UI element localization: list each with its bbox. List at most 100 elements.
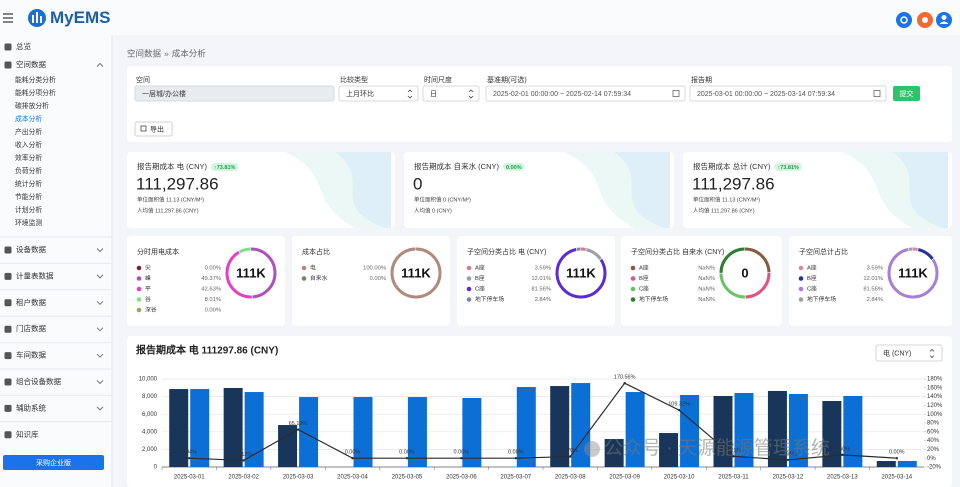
donut-card (292, 236, 450, 326)
submenu-item[interactable]: 效率分析 (15, 153, 42, 162)
legend-value: NaN% (698, 276, 715, 282)
bar (190, 389, 210, 467)
legend-dot (466, 297, 472, 302)
donut-center: 0 (741, 265, 748, 280)
y-tick-label: 0 (154, 465, 158, 471)
menu-item[interactable]: 设备数据 (16, 244, 46, 254)
y2-tick-label: 180% (927, 377, 943, 383)
x-tick-label: 2025-03-12 (773, 475, 804, 481)
filter-input[interactable] (422, 85, 480, 102)
legend-value: 81.56% (531, 287, 551, 293)
filter-input[interactable] (689, 85, 887, 102)
kpi-decoration (614, 152, 670, 228)
purchase-button-label: 采购企业版 (36, 458, 71, 467)
bar (516, 387, 536, 467)
breadcrumb-item: 成本分析 (172, 48, 207, 58)
legend-value: 100.00% (363, 266, 386, 272)
menu-item[interactable]: 总览 (16, 41, 31, 51)
settings-button[interactable] (896, 12, 912, 28)
menu-item[interactable]: 车间数据 (16, 350, 46, 360)
legend-value: 12.01% (531, 276, 551, 282)
legend-value: 3.59% (535, 266, 551, 272)
legend-name: C座 (475, 285, 485, 293)
menu-icon (4, 325, 12, 333)
sidebar (0, 0, 112, 487)
donut-card (457, 236, 615, 326)
donut-title: 分时用电成本 (137, 247, 179, 256)
filter-label: 时间尺度 (424, 75, 452, 84)
menu-toggle[interactable] (3, 13, 13, 23)
legend-value: 3.59% (867, 266, 883, 272)
line-point (786, 458, 790, 462)
menu-item[interactable]: 组合设备数据 (16, 376, 61, 386)
menu-item[interactable]: 租户数据 (16, 297, 46, 307)
y2-tick-label: 100% (927, 412, 943, 418)
data-label: 65.19% (289, 421, 308, 427)
kpi-detail: 人均值 111,297.86 (CNY) (137, 206, 199, 214)
menu-icon (4, 299, 12, 307)
breadcrumb-item[interactable]: 空间数据 (127, 48, 162, 58)
submit-button-label: 提交 (900, 89, 914, 98)
user-glyph (941, 15, 947, 20)
kpi-badge (774, 163, 802, 171)
x-tick-label: 2025-03-09 (609, 475, 640, 481)
legend-value: 81.56% (863, 287, 883, 293)
submenu-item[interactable]: 节能分析 (15, 192, 42, 201)
legend-name: B座 (639, 274, 649, 282)
line-point (296, 428, 300, 431)
submenu-item[interactable]: 产出分析 (15, 127, 42, 136)
chart-select[interactable] (875, 344, 943, 362)
submenu-item[interactable]: 计划分析 (15, 205, 42, 214)
legend-dot (301, 265, 307, 271)
legend-name: 地下停车场 (639, 295, 668, 303)
submenu-item[interactable]: 碳排放分析 (15, 101, 49, 110)
legend-name: 地下停车场 (807, 295, 836, 303)
menu-item[interactable]: 门店数据 (16, 323, 46, 333)
line-point (351, 457, 354, 460)
filter-input[interactable] (338, 85, 419, 102)
donut-segment (225, 247, 277, 299)
x-tick-label: 2025-03-11 (718, 475, 749, 481)
legend-value: 42.63% (201, 287, 221, 293)
menu-item[interactable]: 知识库 (16, 429, 39, 439)
bar (244, 392, 264, 467)
purchase-button[interactable] (3, 455, 104, 470)
legend-name: B座 (807, 274, 817, 282)
export-icon (140, 125, 147, 132)
menu-chevron (96, 380, 104, 385)
submenu-item[interactable]: 成本分析 (15, 114, 42, 123)
notification-glyph (922, 17, 928, 23)
donut-segment (225, 247, 277, 299)
line-point (841, 453, 844, 457)
bar (788, 393, 808, 467)
kpi-badge (503, 163, 525, 171)
menu-item[interactable]: 计量表数据 (16, 270, 54, 280)
submenu-item[interactable]: 统计分析 (15, 179, 42, 188)
submenu-item[interactable]: 负荷分析 (15, 166, 42, 175)
bar (407, 397, 427, 467)
x-tick-label: 2025-03-13 (827, 475, 858, 481)
menu-item[interactable]: 辅助系统 (16, 402, 46, 412)
submenu-item[interactable]: 能耗分项分析 (15, 88, 56, 97)
logo-text: MyEMS (50, 8, 110, 27)
donut-center: 111K (401, 265, 431, 280)
legend-name: 深谷 (145, 306, 157, 314)
submenu-item[interactable]: 环境监测 (15, 218, 42, 227)
menu-chevron (96, 327, 104, 332)
data-label: 3.70% (562, 448, 578, 454)
menu-chevron (96, 300, 104, 306)
export-button[interactable] (134, 121, 173, 137)
menu-chevron (96, 353, 104, 358)
filter-value: 2025-02-01 00:00:00 ~ 2025-02-14 07:59:3… (493, 91, 631, 98)
filter-input[interactable] (485, 85, 686, 102)
select-arrows (407, 89, 413, 99)
legend-dot (798, 265, 804, 271)
submenu-item[interactable]: 收入分析 (15, 140, 42, 149)
submenu-item[interactable]: 能耗分类分析 (15, 75, 56, 84)
line-point (242, 459, 245, 462)
data-label: 0.00% (345, 450, 361, 456)
submit-button[interactable] (893, 86, 920, 101)
donut-title: 成本占比 (302, 247, 330, 256)
menu-item[interactable]: 空间数据 (16, 59, 46, 69)
y2-tick-label: -20% (927, 465, 942, 471)
